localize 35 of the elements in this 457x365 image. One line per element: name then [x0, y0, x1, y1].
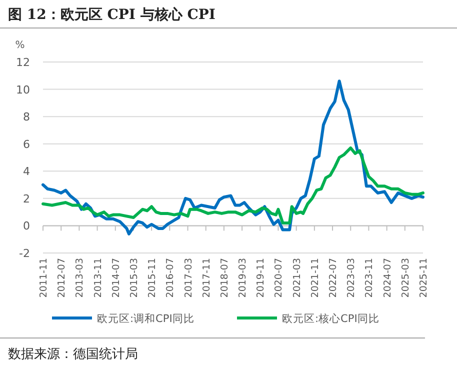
x-tick-label: 2022-07	[328, 258, 340, 298]
x-tick-label: 2023-11	[364, 258, 376, 298]
legend-label: 欧元区:核心CPI同比	[282, 312, 380, 325]
x-tick-label: 2024-07	[382, 258, 394, 298]
y-axis-title: %	[15, 40, 25, 51]
y-tick-label: 8	[23, 110, 30, 124]
x-tick-label: 2017-03	[183, 258, 194, 298]
x-tick-label: 2012-07	[56, 258, 68, 298]
x-tick-label: 2011-11	[38, 258, 50, 298]
x-tick-label: 2013-03	[74, 258, 86, 298]
x-tick-label: 2025-03	[400, 258, 412, 298]
x-tick-label: 2021-11	[310, 258, 321, 298]
x-tick-label: 2019-03	[238, 258, 249, 298]
x-tick-label: 2019-11	[256, 258, 267, 298]
x-tick-label: 2017-11	[201, 258, 212, 298]
x-tick-label: 2025-11	[418, 258, 430, 298]
y-tick-label: 2	[23, 192, 30, 206]
x-tick-label: 2013-11	[92, 258, 104, 298]
x-tick-label: 2014-07	[110, 258, 122, 298]
x-tick-label: 2023-03	[346, 258, 358, 298]
source-note: 数据来源：德国统计局	[8, 347, 138, 362]
x-tick-label: 2015-11	[147, 258, 158, 298]
y-tick-label: 4	[23, 165, 30, 178]
y-tick-label: 6	[23, 138, 30, 151]
x-tick-label: 2016-07	[165, 258, 176, 298]
x-tick-label: 2015-03	[128, 258, 140, 298]
y-tick-label: 0	[23, 220, 30, 233]
y-tick-label: 12	[16, 56, 30, 69]
y-tick-label: 10	[16, 83, 30, 96]
x-tick-label: 2021-03	[292, 258, 303, 298]
x-tick-label: 2018-07	[219, 258, 230, 298]
chart-title: 图 12：欧元区 CPI 与核心 CPI	[8, 6, 216, 23]
y-tick-label: -2	[19, 247, 30, 260]
x-tick-label: 2020-07	[274, 258, 285, 298]
legend-label: 欧元区:调和CPI同比	[97, 312, 194, 325]
